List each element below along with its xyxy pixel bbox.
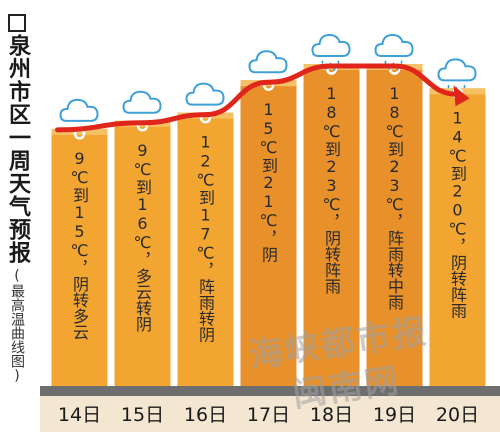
bar-data-label: 18℃到23℃，阴转阵雨 [322,84,341,295]
bar-data-label: 12℃到17℃，阵雨转阴 [196,133,215,344]
rain-cloud-icon [437,58,477,96]
bar-16日 [177,112,234,389]
x-tick-label: 20日 [436,404,479,426]
bar-data-label: 9℃到15℃，阴转多云 [70,149,89,340]
bar-15日 [114,120,171,389]
chart-subtitle: (最高温曲线图) [9,268,25,384]
x-axis: 14日 15日 16日 17日 18日 19日 20日 [40,386,500,432]
bar-data-label: 18℃到23℃，阵雨转中雨 [385,84,404,311]
bar-20日 [429,88,486,388]
x-tick-label: 19日 [373,404,416,426]
trend-curve [55,63,460,133]
cloud-icon [122,90,162,114]
cloud-icon [59,98,99,122]
x-tick-label: 18日 [310,404,353,426]
chart-title-block: 泉州市区一周天气预报 (最高温曲线图) [2,14,32,384]
x-axis-band [40,386,500,396]
x-tick-label: 17日 [247,404,290,426]
chart-title: 泉州市区一周天气预报 [5,34,30,264]
bar-cap [51,128,108,135]
title-bullet-box [8,14,26,32]
bar-data-label: 14℃到20℃，阴转阵雨 [448,108,467,319]
trend-curve-layer [55,63,470,133]
x-tick-label: 14日 [58,404,101,426]
x-tick-label: 15日 [121,404,164,426]
bar-14日 [51,128,108,388]
cloud-icon [248,50,288,74]
bar-labels-layer: 9℃到15℃，阴转多云 9℃到16℃，多云转阴 12℃到17℃，阵雨转阴 15℃到21… [70,84,467,344]
x-axis-label-strip [40,396,500,432]
trend-arrow-head [453,85,470,107]
rain-cloud-icon [311,33,351,71]
bar-17日 [240,80,297,388]
x-tick-label: 16日 [184,404,227,426]
cloud-icon [185,82,225,106]
bar-data-label: 15℃到21℃，阴 [259,100,278,263]
bar-19日 [366,64,423,388]
bar-data-label: 9℃到16℃，多云转阴 [133,141,152,333]
bar-18日 [303,64,360,388]
icons-layer [59,33,477,122]
